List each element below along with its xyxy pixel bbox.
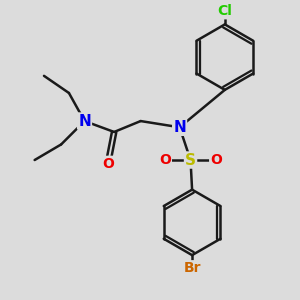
- Text: O: O: [159, 153, 171, 167]
- Text: N: N: [173, 120, 186, 135]
- Text: O: O: [103, 157, 115, 171]
- Text: Cl: Cl: [218, 4, 232, 18]
- Text: O: O: [210, 153, 222, 167]
- Text: S: S: [185, 152, 196, 167]
- Text: N: N: [78, 114, 91, 129]
- Text: Br: Br: [183, 261, 201, 275]
